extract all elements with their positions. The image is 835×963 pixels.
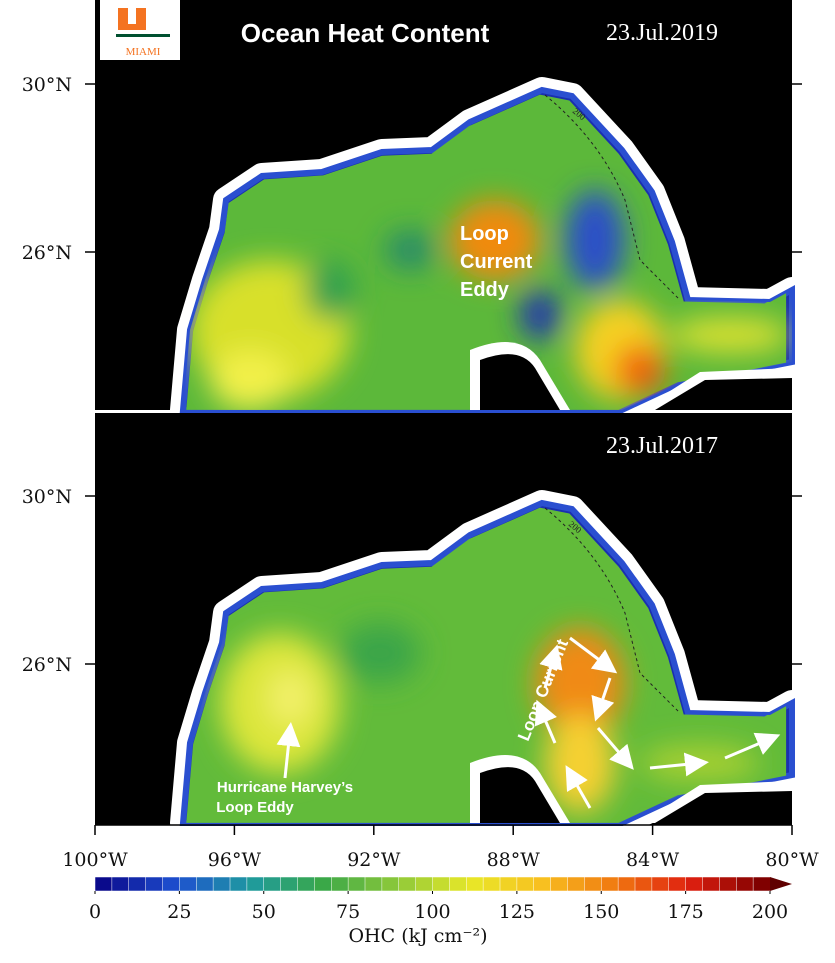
colorbar-tick-label: 175 [667, 901, 703, 923]
colorbar-segment [212, 876, 231, 892]
colorbar-segment [94, 876, 113, 892]
colorbar-segment [196, 876, 214, 892]
colorbar-segment [601, 876, 619, 892]
colorbar-segment [381, 876, 400, 892]
x-tick-label: 84°W [626, 849, 680, 871]
colorbar-tick-label: 200 [752, 901, 788, 923]
colorbar-segment [297, 876, 316, 892]
colorbar-tick-label: 75 [336, 901, 360, 923]
colorbar-segment [752, 876, 771, 892]
annotation: Loop Eddy [216, 799, 294, 816]
colorbar-extend [770, 877, 792, 891]
colorbar-segment [179, 876, 197, 892]
colorbar-tick-label: 25 [167, 901, 191, 923]
title: Ocean Heat Content [241, 18, 490, 48]
colorbar-segment [719, 876, 737, 892]
annotation: Loop [460, 223, 509, 245]
colorbar-segment [533, 876, 552, 892]
colorbar-segment [415, 876, 434, 892]
y-tick-label: 30°N [22, 486, 72, 508]
colorbar-segment [567, 876, 586, 892]
colorbar-segment [128, 876, 147, 892]
colorbar-segment [145, 876, 164, 892]
y-tick-label: 26°N [22, 654, 72, 676]
colorbar-segment [668, 876, 687, 892]
y-tick-label: 26°N [22, 242, 72, 264]
colorbar-segment [229, 876, 248, 892]
colorbar-segment [314, 876, 332, 892]
colorbar-segment [432, 876, 451, 892]
date: 23.Jul.2017 [606, 433, 718, 459]
colorbar-segment [364, 876, 383, 892]
x-tick-label: 96°W [208, 849, 262, 871]
x-tick-label: 80°W [765, 849, 819, 871]
y-tick-label: 30°N [22, 74, 72, 96]
colorbar-segment [584, 876, 602, 892]
current-arrows [276, 636, 781, 809]
logo-mark [118, 8, 146, 30]
panel-2017 [95, 413, 792, 825]
colorbar-segment [516, 876, 535, 892]
colorbar-segment [685, 876, 704, 892]
ohc-field [186, 94, 790, 410]
annotation: Hurricane Harvey’s [217, 779, 353, 796]
colorbar-tick-label: 0 [89, 901, 101, 923]
colorbar-segment [398, 876, 417, 892]
colorbar-tick-label: 100 [414, 901, 450, 923]
colorbar-segment [634, 876, 653, 892]
x-tick-label: 100°W [62, 849, 128, 871]
colorbar-segment [702, 876, 721, 892]
colorbar-segment [111, 876, 130, 892]
x-tick-label: 88°W [487, 849, 541, 871]
colorbar-tick-label: 150 [583, 901, 619, 923]
colorbar-segment [736, 876, 754, 892]
colorbar-segment [449, 876, 467, 892]
colorbar-segment [263, 876, 282, 892]
colorbar-segment [246, 876, 265, 892]
colorbar-segment [617, 876, 636, 892]
colorbar-segment [347, 876, 366, 892]
x-tick-label: 92°W [347, 849, 401, 871]
annotation: Eddy [460, 279, 510, 301]
colorbar-segment [331, 876, 349, 892]
colorbar-label: OHC (kJ cm⁻²) [348, 925, 487, 947]
logo-text: MIAMI [126, 46, 161, 58]
colorbar-segment [280, 876, 299, 892]
colorbar-tick-label: 125 [499, 901, 535, 923]
date: 23.Jul.2019 [606, 20, 718, 46]
colorbar-segment [651, 876, 670, 892]
panel-2019 [95, 0, 792, 410]
colorbar-segment [550, 876, 569, 892]
annotation: Current [460, 251, 533, 273]
colorbar-segment [499, 876, 518, 892]
ohc-field [186, 507, 787, 823]
colorbar-tick-label: 50 [252, 901, 276, 923]
colorbar-segment [482, 876, 501, 892]
colorbar-segment [162, 876, 181, 892]
colorbar-segment [466, 876, 484, 892]
